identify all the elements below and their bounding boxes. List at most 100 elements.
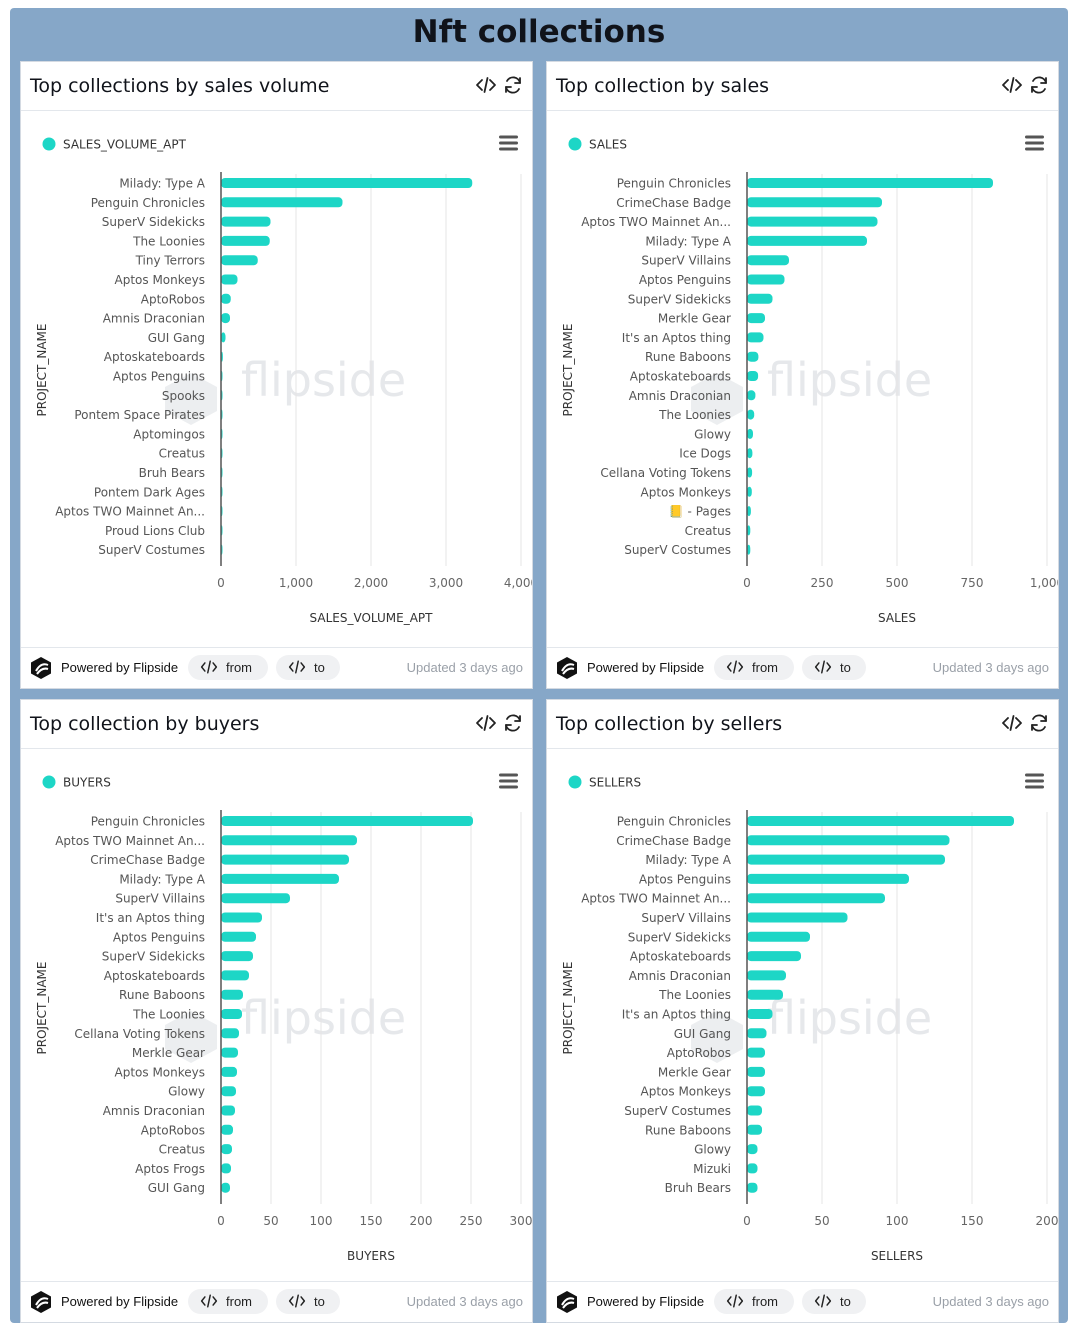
- updated-timestamp: Updated 3 days ago: [406, 660, 523, 675]
- bar: [221, 1028, 239, 1039]
- bar: [747, 448, 753, 459]
- code-icon[interactable]: [1001, 74, 1023, 96]
- watermark-logo-icon: [165, 1011, 217, 1063]
- category-label: It's an Aptos thing: [622, 331, 731, 345]
- watermark-logo-icon: [165, 373, 217, 425]
- bar: [221, 989, 243, 1000]
- bar: [221, 893, 290, 904]
- category-label: Aptos TWO Mainnet An...: [581, 892, 731, 906]
- bar: [221, 1144, 232, 1155]
- bar: [221, 835, 357, 846]
- from-button[interactable]: from: [188, 1289, 268, 1314]
- panel-footer: Powered by Flipside from to Updated 3 da…: [547, 647, 1058, 688]
- code-icon: [814, 660, 832, 674]
- code-icon[interactable]: [1001, 712, 1023, 734]
- x-tick-label: 2,000: [354, 576, 388, 590]
- bar: [221, 816, 473, 826]
- legend-label: SALES: [589, 138, 627, 152]
- category-label: GUI Gang: [674, 1027, 731, 1041]
- bar: [221, 1105, 235, 1116]
- bar: [747, 506, 751, 517]
- bar: [747, 293, 773, 304]
- x-tick-label: 1,000: [279, 576, 313, 590]
- category-label: Aptos Frogs: [135, 1162, 205, 1176]
- category-label: 📒 - Pages: [669, 505, 731, 519]
- category-label: It's an Aptos thing: [622, 1008, 731, 1022]
- category-label: The Loonies: [132, 234, 205, 248]
- category-label: Milady: Type A: [645, 234, 731, 248]
- category-label: Aptos Penguins: [113, 370, 205, 384]
- refresh-icon[interactable]: [1028, 74, 1050, 96]
- x-tick-label: 150: [961, 1214, 984, 1228]
- to-button[interactable]: to: [276, 1289, 340, 1314]
- category-label: Aptoskateboards: [630, 950, 731, 964]
- from-button[interactable]: from: [188, 655, 268, 680]
- bar: [747, 1066, 765, 1077]
- y-axis-title: PROJECT_NAME: [561, 324, 575, 417]
- panel-title: Top collection by sales: [556, 75, 770, 97]
- menu-line: [1025, 135, 1044, 139]
- bar: [221, 854, 349, 865]
- bar: [747, 1047, 765, 1058]
- category-label: Aptoskateboards: [104, 969, 205, 983]
- category-label: Merkle Gear: [132, 1046, 205, 1060]
- bar: [221, 235, 270, 246]
- powered-by-label: Powered by Flipside: [61, 1294, 179, 1309]
- category-label: Spooks: [162, 389, 205, 403]
- category-label: Mizuki: [693, 1162, 731, 1176]
- refresh-icon[interactable]: [1028, 712, 1050, 734]
- category-label: CrimeChase Badge: [616, 196, 731, 210]
- bar: [747, 893, 885, 904]
- flipside-logo-icon: [557, 657, 577, 679]
- category-label: Glowy: [694, 1143, 731, 1157]
- bar: [747, 1182, 758, 1193]
- bar: [747, 544, 751, 555]
- x-tick-label: 0: [217, 576, 225, 590]
- to-label: to: [314, 660, 325, 675]
- code-icon[interactable]: [475, 712, 497, 734]
- hamburger-menu-icon[interactable]: [1025, 773, 1044, 789]
- hamburger-menu-icon[interactable]: [499, 773, 518, 789]
- updated-timestamp: Updated 3 days ago: [932, 1294, 1049, 1309]
- bar: [747, 1028, 767, 1039]
- to-button[interactable]: to: [802, 1289, 866, 1314]
- hamburger-menu-icon[interactable]: [1025, 135, 1044, 151]
- bar: [747, 197, 882, 208]
- to-button[interactable]: to: [802, 655, 866, 680]
- to-button[interactable]: to: [276, 655, 340, 680]
- x-tick-label: 50: [814, 1214, 829, 1228]
- x-tick-label: 200: [1036, 1214, 1058, 1228]
- watermark-text: flipside: [241, 353, 406, 407]
- category-label: SuperV Costumes: [624, 543, 731, 557]
- bar: [747, 255, 789, 266]
- from-button[interactable]: from: [714, 1289, 794, 1314]
- refresh-icon[interactable]: [502, 712, 524, 734]
- bar-chart: flipside BUYERS 0 50 100 150 200 250 300 Penguin …: [35, 773, 532, 1263]
- legend-label: SALES_VOLUME_APT: [63, 138, 187, 152]
- category-label: SuperV Costumes: [624, 1104, 731, 1118]
- category-label: Amnis Draconian: [103, 312, 205, 326]
- bar: [221, 332, 226, 343]
- from-button[interactable]: from: [714, 655, 794, 680]
- category-label: Penguin Chronicles: [91, 815, 205, 829]
- bar: [221, 873, 339, 884]
- legend-swatch: [42, 775, 56, 789]
- hamburger-menu-icon[interactable]: [499, 135, 518, 151]
- category-label: SuperV Costumes: [98, 543, 205, 557]
- bar: [221, 293, 231, 304]
- menu-line: [499, 773, 518, 777]
- category-label: Cellana Voting Tokens: [74, 1027, 205, 1041]
- refresh-icon[interactable]: [502, 74, 524, 96]
- panel-header: Top collection by sales: [547, 62, 1058, 111]
- category-label: Rune Baboons: [645, 350, 731, 364]
- category-label: Bruh Bears: [139, 466, 205, 480]
- menu-line: [499, 141, 518, 145]
- legend-label: SELLERS: [589, 776, 641, 790]
- bar: [747, 371, 759, 381]
- bar: [747, 1009, 773, 1019]
- category-label: Aptos Penguins: [113, 930, 205, 944]
- code-icon[interactable]: [475, 74, 497, 96]
- code-icon: [200, 660, 218, 674]
- code-icon: [814, 1294, 832, 1308]
- category-label: SuperV Villains: [641, 254, 731, 268]
